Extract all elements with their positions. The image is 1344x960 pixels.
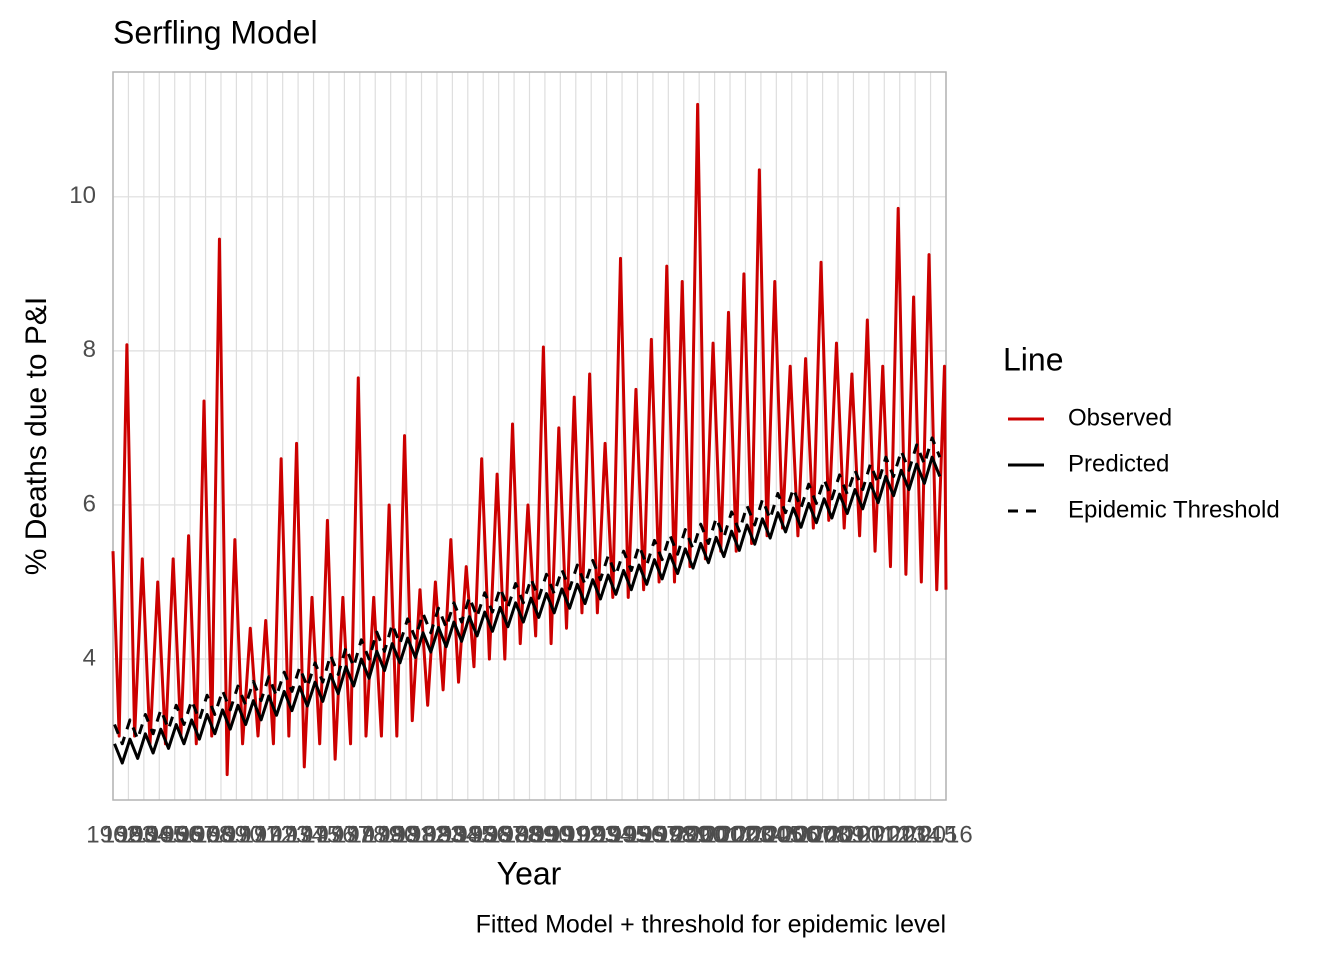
x-tick-label: 1964 xyxy=(117,821,170,848)
grid xyxy=(112,72,947,800)
x-tick-label: 2004 xyxy=(734,821,787,848)
legend-label: Predicted xyxy=(1068,450,1169,477)
x-tick-label: 2001 xyxy=(688,821,741,848)
x-tick-label: 1992 xyxy=(549,821,602,848)
x-tick-label: 1962 xyxy=(86,821,139,848)
x-tick-label: 2009 xyxy=(811,821,864,848)
x-tick-label: 1996 xyxy=(611,821,664,848)
x-tick-label: 1980 xyxy=(364,821,417,848)
x-tick-label: 2000 xyxy=(672,821,725,848)
x-tick-label: 1990 xyxy=(518,821,571,848)
y-tick-label: 10 xyxy=(69,182,96,209)
x-tick-label: 1970 xyxy=(210,821,263,848)
x-tick-label: 1991 xyxy=(534,821,587,848)
x-tick-label: 1993 xyxy=(565,821,618,848)
x-tick-label: 1982 xyxy=(395,821,448,848)
x-tick-label: 1975 xyxy=(287,821,340,848)
x-tick-label: 1965 xyxy=(133,821,186,848)
x-tick-label: 1989 xyxy=(503,821,556,848)
x-tick-label: 2010 xyxy=(827,821,880,848)
x-tick-label: 2013 xyxy=(873,821,926,848)
x-tick-label: 2016 xyxy=(919,821,972,848)
legend-label: Observed xyxy=(1068,404,1172,431)
x-tick-label: 1998 xyxy=(642,821,695,848)
x-tick-label: 2014 xyxy=(888,821,941,848)
x-tick-label: 2002 xyxy=(703,821,756,848)
x-tick-label: 2006 xyxy=(765,821,818,848)
x-tick-label: 1971 xyxy=(225,821,278,848)
x-tick-label: 1988 xyxy=(487,821,540,848)
x-tick-label: 1995 xyxy=(595,821,648,848)
x-tick-label: 2015 xyxy=(904,821,957,848)
legend-title: Line xyxy=(1003,341,1064,377)
x-tick-label: 1967 xyxy=(163,821,216,848)
x-tick-label: 1978 xyxy=(333,821,386,848)
x-tick-label: 1979 xyxy=(349,821,402,848)
x-tick-label: 2007 xyxy=(780,821,833,848)
caption: Fitted Model + threshold for epidemic le… xyxy=(476,911,946,939)
x-axis-title: Year xyxy=(497,855,562,891)
y-tick-label: 8 xyxy=(83,336,96,363)
legend-label: Epidemic Threshold xyxy=(1068,496,1280,523)
y-tick-label: 6 xyxy=(83,490,96,517)
x-tick-label: 1985 xyxy=(441,821,494,848)
x-tick-label: 1968 xyxy=(179,821,232,848)
x-tick-label: 1986 xyxy=(457,821,510,848)
x-tick-label: 1969 xyxy=(194,821,247,848)
x-tick-label: 1984 xyxy=(426,821,479,848)
x-tick-label: 2012 xyxy=(858,821,911,848)
y-axis-title: % Deaths due to P&I xyxy=(20,297,53,576)
x-tick-label: 1981 xyxy=(379,821,432,848)
x-tick-label: 1966 xyxy=(148,821,201,848)
x-tick-label: 2011 xyxy=(843,821,895,848)
x-tick-label: 1983 xyxy=(410,821,463,848)
series-line xyxy=(113,436,942,746)
series-line xyxy=(111,102,948,777)
x-tick-label: 1997 xyxy=(626,821,679,848)
x-tick-label: 1987 xyxy=(472,821,525,848)
series-line xyxy=(113,455,942,765)
x-tick-label: 2003 xyxy=(719,821,772,848)
x-tick-label: 2005 xyxy=(750,821,803,848)
x-tick-label: 1999 xyxy=(657,821,710,848)
y-tick-label: 4 xyxy=(83,644,96,671)
x-tick-label: 2008 xyxy=(796,821,849,848)
x-tick-label: 1973 xyxy=(256,821,309,848)
chart-title: Serfling Model xyxy=(113,14,318,50)
x-tick-label: 1994 xyxy=(580,821,633,848)
x-tick-label: 1977 xyxy=(318,821,371,848)
x-tick-label: 1972 xyxy=(241,821,294,848)
x-tick-label: 1963 xyxy=(102,821,155,848)
x-tick-label: 1974 xyxy=(271,821,324,848)
x-tick-label: 1976 xyxy=(302,821,355,848)
